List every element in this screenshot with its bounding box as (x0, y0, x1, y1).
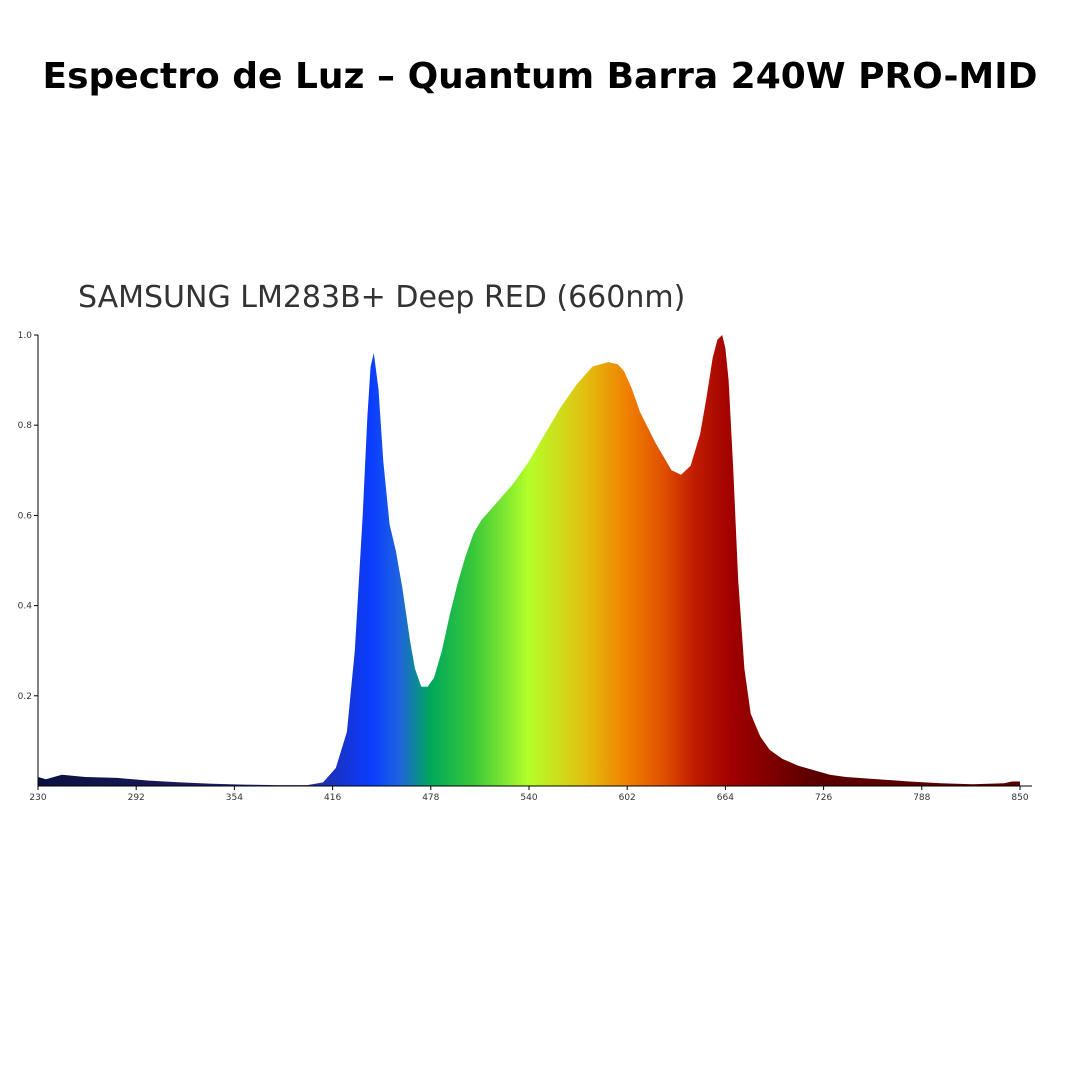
x-tick-label: 664 (717, 793, 734, 803)
y-tick-label: 1.0 (18, 331, 33, 341)
x-tick-label: 478 (422, 793, 439, 803)
x-tick-label: 292 (128, 793, 145, 803)
page-headline: Espectro de Luz – Quantum Barra 240W PRO… (42, 56, 1038, 97)
y-tick-label: 0.4 (18, 602, 33, 612)
plot-area (38, 335, 1020, 786)
spectrum-area (38, 335, 1020, 786)
y-tick-label: 0.6 (18, 511, 33, 521)
x-tick-label: 354 (226, 793, 243, 803)
x-tick-label: 540 (520, 793, 537, 803)
x-tick-label: 230 (29, 793, 46, 803)
x-tick-label: 602 (619, 793, 636, 803)
y-tick-label: 0.2 (18, 692, 32, 702)
x-tick-labels: 230 292 354 416 478 540 602 664 726 788 850 (29, 793, 1028, 803)
y-tick-label: 0.8 (18, 421, 33, 431)
x-tick-label: 788 (913, 793, 930, 803)
chart-title: SAMSUNG LM283B+ Deep RED (660nm) (78, 280, 686, 315)
x-tick-label: 726 (815, 793, 832, 803)
x-tick-label: 850 (1011, 793, 1028, 803)
chart-axes (34, 334, 1032, 790)
y-tick-labels: 0.2 0.4 0.6 0.8 1.0 (18, 331, 33, 702)
x-tick-label: 416 (324, 793, 341, 803)
